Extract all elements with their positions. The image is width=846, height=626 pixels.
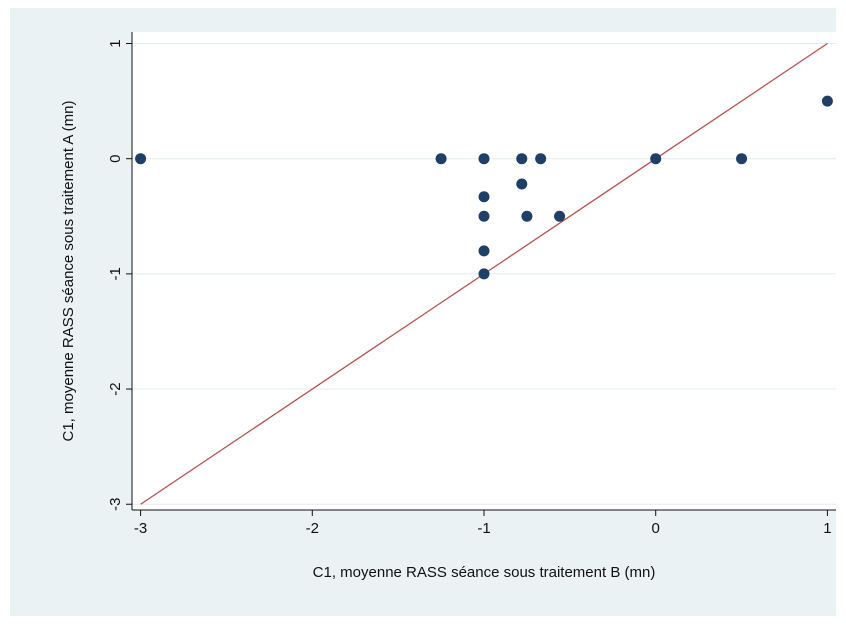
x-tick-label: -1 <box>477 520 490 537</box>
x-axis-title: C1, moyenne RASS séance sous traitement … <box>313 564 656 581</box>
data-point <box>478 210 490 222</box>
data-point <box>535 153 547 165</box>
y-tick-label: 1 <box>107 39 124 47</box>
data-point <box>650 153 662 165</box>
data-point <box>435 153 447 165</box>
data-point <box>821 95 833 107</box>
data-point <box>516 178 528 190</box>
data-point <box>736 153 748 165</box>
y-tick-label: -3 <box>107 498 124 511</box>
x-tick-label: 0 <box>652 520 660 537</box>
data-point <box>516 153 528 165</box>
y-axis-title: C1, moyenne RASS séance sous traitement … <box>60 101 77 442</box>
x-tick-label: -3 <box>134 520 147 537</box>
data-point <box>478 268 490 280</box>
x-tick-label: 1 <box>823 520 831 537</box>
data-point <box>478 191 490 203</box>
x-tick-label: -2 <box>306 520 319 537</box>
data-points <box>135 95 833 280</box>
data-point <box>135 153 147 165</box>
data-point <box>521 210 533 222</box>
data-point <box>478 153 490 165</box>
y-tick-label: 0 <box>107 155 124 163</box>
data-point <box>478 245 490 257</box>
data-point <box>554 210 566 222</box>
axis-ticks: -3 -2 -1 0 1 -3 -2 -1 0 1 <box>107 39 832 537</box>
y-tick-label: -2 <box>107 382 124 395</box>
y-tick-label: -1 <box>107 267 124 280</box>
